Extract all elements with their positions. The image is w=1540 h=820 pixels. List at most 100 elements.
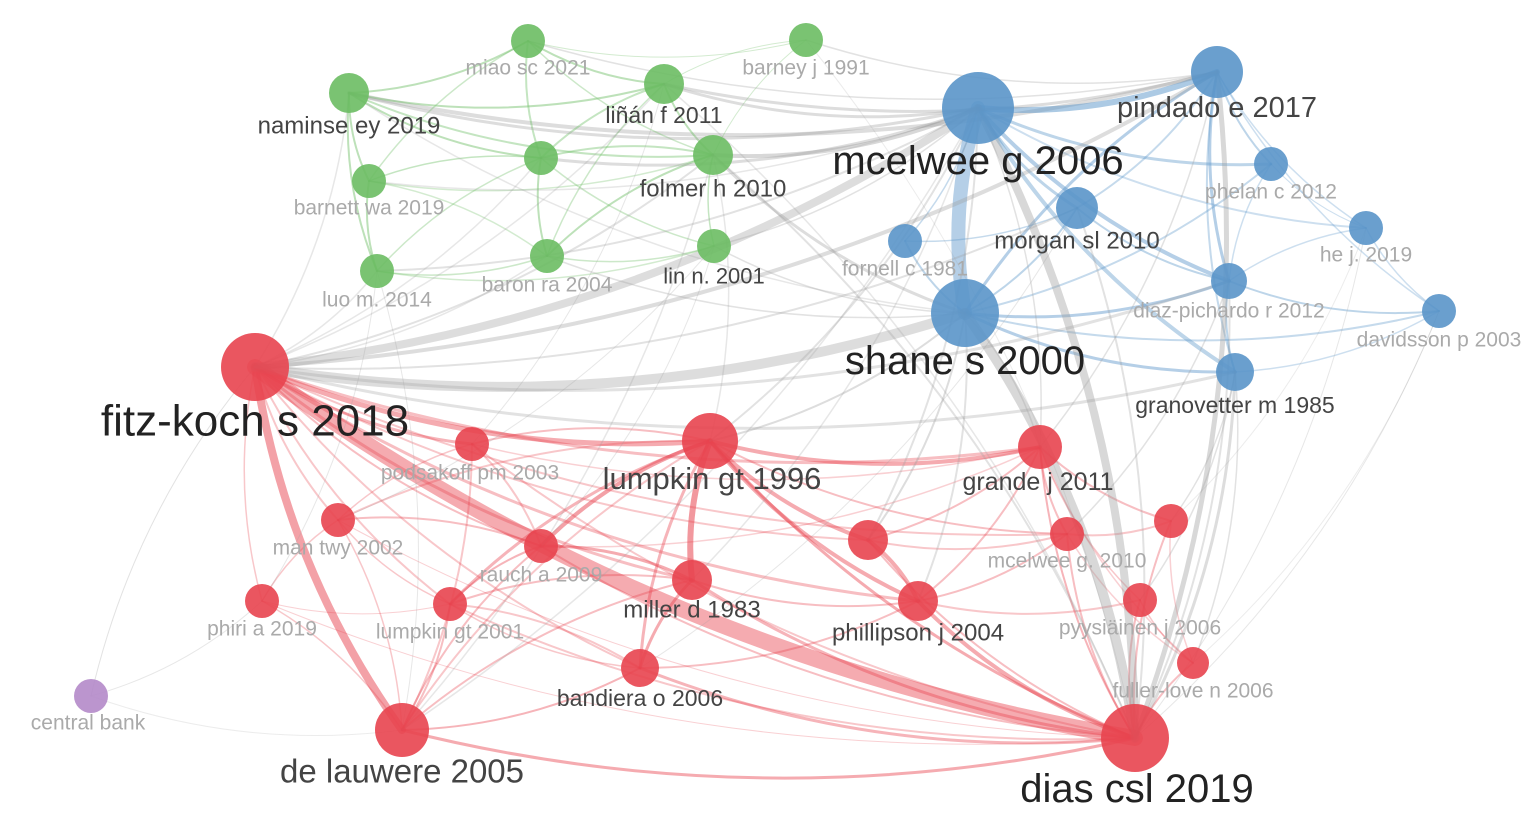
edge-fitz-central — [90, 366, 256, 697]
node-label-shane: shane s 2000 — [845, 339, 1085, 383]
node-mcelwee06[interactable] — [942, 72, 1014, 144]
node-fornell[interactable] — [888, 224, 922, 258]
node-label-folmer: folmer h 2010 — [640, 175, 787, 202]
edge-phillipson-grande — [917, 446, 1041, 602]
node-phiri[interactable] — [245, 584, 279, 618]
node-label-dias: dias csl 2019 — [1020, 767, 1253, 811]
node-mcelwee10[interactable] — [1050, 517, 1084, 551]
node-miller[interactable] — [672, 560, 712, 600]
node-pindado[interactable] — [1191, 46, 1243, 98]
edge-pindado-diazp — [1208, 70, 1231, 283]
edge-bandiera-dias — [638, 666, 1137, 745]
edge-baron-shane — [546, 255, 966, 319]
node-bandiera[interactable] — [621, 649, 659, 687]
edge-fitz-phillipson — [253, 365, 920, 603]
edge-central-lauwere — [90, 695, 403, 737]
node-label-barney: barney j 1991 — [742, 56, 869, 79]
edge-central-phiri — [90, 600, 263, 697]
node-lumpkin96[interactable] — [682, 413, 738, 469]
node-label-barnett: barnett wa 2019 — [294, 196, 445, 219]
node-barnett[interactable] — [352, 164, 386, 198]
edge-fitz-grande — [253, 365, 1042, 465]
node-luo[interactable] — [360, 254, 394, 288]
node-folmer[interactable] — [693, 135, 733, 175]
edge-shane-davidsson — [964, 310, 1440, 342]
node-rauch[interactable] — [524, 529, 558, 563]
node-label-podsakoff: podsakoff pm 2003 — [381, 461, 559, 484]
edge-fitz-dias — [247, 359, 1143, 746]
node-label-miao: miao sc 2021 — [466, 56, 591, 79]
edge-rauch-grande — [540, 446, 1041, 548]
node-barney[interactable] — [789, 23, 823, 57]
edge-fitz-rauch — [254, 366, 542, 547]
node-lauwere[interactable] — [375, 703, 429, 757]
edge-lauwere-bandiera — [401, 667, 641, 731]
node-unlabeled2[interactable] — [1154, 504, 1188, 538]
node-label-fitz: fitz-koch s 2018 — [101, 396, 409, 445]
node-lumpkin01[interactable] — [433, 587, 467, 621]
node-phillipson[interactable] — [898, 581, 938, 621]
node-label-lumpkin01: lumpkin gt 2001 — [376, 620, 524, 643]
edge-fitz-baron — [254, 255, 548, 368]
edge-phiri-luo — [261, 270, 378, 602]
edge-dias-linan — [663, 83, 1136, 739]
node-grande[interactable] — [1018, 425, 1062, 469]
node-label-grande: grande j 2011 — [962, 468, 1113, 496]
node-granovetter[interactable] — [1216, 353, 1254, 391]
edge-bandiera-morgan — [639, 207, 1078, 669]
edge-diazp-davidsson — [1228, 280, 1440, 315]
edge-rauch-dias — [540, 545, 1136, 739]
node-he[interactable] — [1349, 211, 1383, 245]
node-label-phillipson: phillipson j 2004 — [832, 619, 1004, 646]
node-morgan[interactable] — [1056, 187, 1098, 229]
edge-unlabeled2-granovetter — [1170, 371, 1236, 522]
node-naminse[interactable] — [329, 73, 369, 113]
edge-naminse-unlabeled3 — [348, 92, 542, 159]
node-fitz[interactable] — [221, 333, 289, 401]
node-dias[interactable] — [1101, 704, 1169, 772]
node-man[interactable] — [321, 503, 355, 537]
edge-unlabeled3-mcelwee06 — [539, 106, 980, 167]
node-podsakoff[interactable] — [455, 427, 489, 461]
node-pyysiainen[interactable] — [1123, 583, 1157, 617]
edge-miao-pindado — [527, 40, 1218, 101]
edge-mcelwee10-diazp — [1066, 280, 1230, 535]
edge-luo-baron — [376, 255, 548, 276]
edge-naminse-linan — [348, 83, 665, 109]
node-miao[interactable] — [511, 24, 545, 58]
node-linan[interactable] — [644, 64, 684, 104]
edge-lumpkin96-podsakoff — [471, 427, 711, 445]
edge-rauch-man — [337, 516, 542, 547]
node-unlabeled3[interactable] — [524, 141, 558, 175]
node-linn[interactable] — [697, 229, 731, 263]
edge-phillipson-pyysiainen — [917, 599, 1141, 615]
edge-fitz-unlabeled1 — [254, 366, 869, 541]
edge-folmer-shane — [711, 153, 967, 315]
node-diazp[interactable] — [1211, 263, 1247, 299]
node-central[interactable] — [74, 679, 108, 713]
node-phelan[interactable] — [1254, 147, 1288, 181]
edge-fitz-pindado — [253, 70, 1219, 369]
edge-pyysiainen-granovetter — [1139, 371, 1236, 601]
node-shane[interactable] — [931, 279, 999, 347]
edge-luo-linn — [376, 245, 715, 282]
node-label-linan: liñán f 2011 — [605, 102, 722, 128]
edge-linan-baron — [546, 83, 665, 257]
edge-fitz-mcelwee10 — [254, 366, 1068, 536]
node-layer — [74, 23, 1456, 772]
edge-miller-lumpkin01 — [449, 574, 693, 605]
edge-dias-diazp — [1134, 280, 1231, 739]
edge-naminse-shane — [348, 92, 966, 314]
edge-lumpkin96-shane — [709, 312, 966, 442]
edge-shane-phelan — [964, 163, 1272, 314]
node-unlabeled1[interactable] — [848, 520, 888, 560]
edge-unlabeled2-he — [1170, 227, 1367, 522]
node-baron[interactable] — [530, 239, 564, 273]
edge-fitz-morgan — [254, 207, 1078, 370]
node-davidsson[interactable] — [1422, 294, 1456, 328]
edge-fuller-davidsson — [1192, 310, 1440, 664]
node-fuller[interactable] — [1177, 647, 1209, 679]
edge-naminse-mcelwee06 — [347, 91, 980, 141]
edge-fitz-naminse — [254, 92, 350, 368]
